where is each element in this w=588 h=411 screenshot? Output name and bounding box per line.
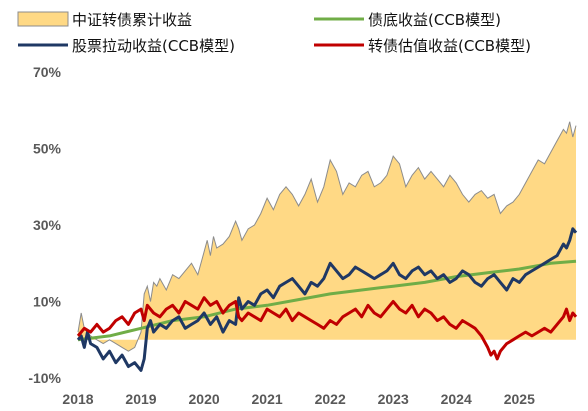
x-tick-label: 2019 (125, 391, 156, 407)
x-tick-label: 2018 (62, 391, 93, 407)
series-2-line (76, 227, 578, 372)
legend-item-0: 中证转债累计收益 (17, 11, 192, 29)
legend-item-2: 股票拉动收益(CCB模型) (18, 37, 235, 55)
x-tick-label: 2024 (441, 391, 472, 407)
y-tick-label: 50% (33, 141, 62, 157)
y-tick-label: 70% (33, 64, 62, 80)
legend-item-1: 债底收益(CCB模型) (314, 11, 501, 29)
x-axis-ticks: 2018 2019 2020 2021 2022 2023 2024 2025 (62, 391, 535, 407)
series-0-outline (77, 121, 577, 352)
series-0-area (78, 121, 576, 352)
plot-area (76, 121, 578, 372)
y-tick-label: 30% (33, 217, 62, 233)
y-tick-label: -10% (28, 370, 61, 386)
legend: 中证转债累计收益 债底收益(CCB模型) 股票拉动收益(CCB模型) 转债估值收益(C… (17, 11, 531, 55)
x-tick-label: 2021 (252, 391, 283, 407)
legend-label: 中证转债累计收益 (72, 11, 192, 29)
x-tick-label: 2020 (189, 391, 220, 407)
legend-label: 股票拉动收益(CCB模型) (72, 37, 235, 55)
legend-swatch-area (17, 11, 69, 27)
legend-item-3: 转债估值收益(CCB模型) (314, 37, 531, 55)
x-tick-label: 2022 (315, 391, 346, 407)
legend-label: 转债估值收益(CCB模型) (368, 37, 531, 55)
series-3-line (76, 296, 578, 361)
x-tick-label: 2023 (378, 391, 409, 407)
series-1-line (77, 259, 577, 342)
y-axis-ticks: 70% 50% 30% 10% -10% (28, 64, 61, 386)
y-tick-label: 10% (33, 294, 62, 310)
legend-label: 债底收益(CCB模型) (368, 11, 501, 29)
x-tick-label: 2025 (504, 391, 535, 407)
